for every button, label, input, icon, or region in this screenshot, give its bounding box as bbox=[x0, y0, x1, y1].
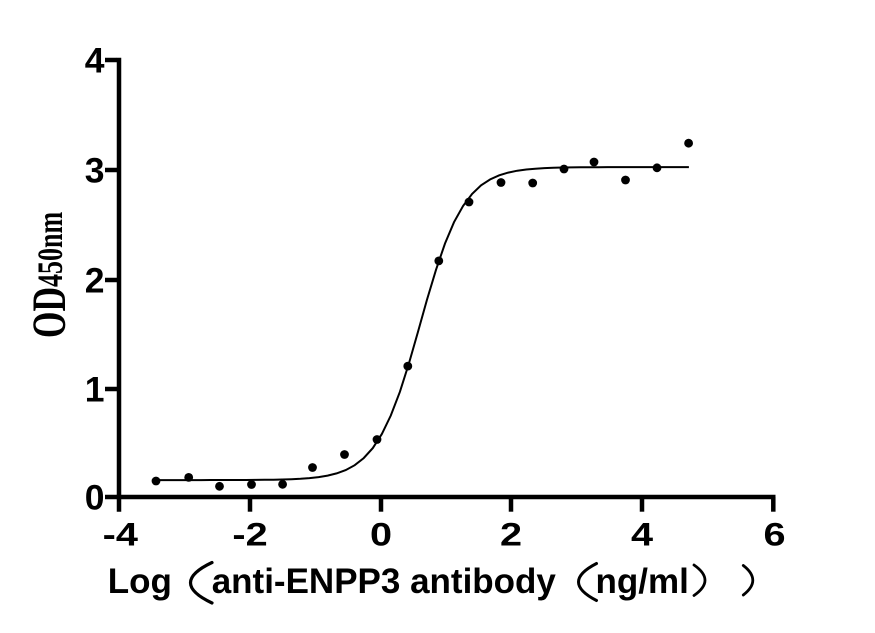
svg-text:Log: Log bbox=[108, 562, 172, 601]
svg-text:-2: -2 bbox=[232, 516, 267, 553]
svg-text:0: 0 bbox=[85, 477, 105, 517]
svg-text:6: 6 bbox=[763, 516, 785, 553]
svg-text:OD450nm: OD450nm bbox=[22, 212, 75, 338]
svg-text:-4: -4 bbox=[103, 516, 138, 553]
svg-text:3: 3 bbox=[85, 150, 105, 190]
svg-text:2: 2 bbox=[85, 260, 105, 300]
svg-text:4: 4 bbox=[631, 516, 653, 553]
svg-text:0: 0 bbox=[370, 516, 392, 553]
svg-text:ng/ml: ng/ml bbox=[596, 562, 689, 601]
svg-text:2: 2 bbox=[500, 516, 522, 553]
svg-text:1: 1 bbox=[85, 369, 105, 409]
svg-text:anti-ENPP3 antibody: anti-ENPP3 antibody bbox=[212, 562, 557, 601]
svg-text:4: 4 bbox=[85, 40, 105, 80]
